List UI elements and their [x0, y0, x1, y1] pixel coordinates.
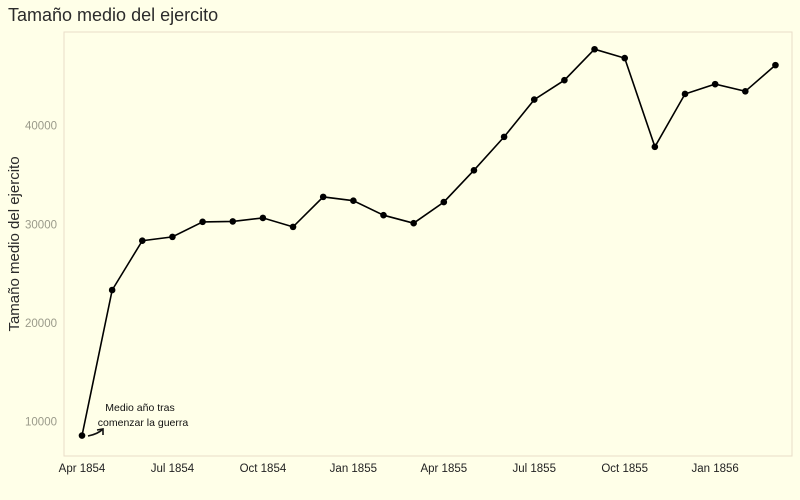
x-tick-label: Apr 1854 — [59, 463, 106, 475]
y-tick-label: 20000 — [25, 318, 57, 330]
data-point — [742, 88, 749, 95]
y-axis-label: Tamaño medio del ejercito — [6, 156, 23, 331]
data-point — [139, 237, 146, 245]
data-point — [681, 90, 689, 98]
x-tick-label: Jul 1854 — [151, 463, 195, 475]
data-point — [289, 223, 297, 231]
data-point — [561, 76, 568, 84]
annotation-arrowhead — [96, 428, 104, 435]
y-tick-label: 10000 — [25, 416, 57, 428]
y-tick-label: 40000 — [25, 121, 57, 133]
x-tick-label: Jan 1855 — [330, 463, 377, 475]
data-point — [440, 198, 448, 206]
data-point — [169, 233, 176, 241]
plot-panel-border — [63, 31, 793, 457]
data-point — [470, 167, 478, 174]
series-line — [81, 48, 776, 436]
x-tick-label: Oct 1855 — [601, 463, 648, 475]
x-tick-label: Oct 1854 — [240, 463, 287, 475]
annotation-line-2: comenzar la guerra — [98, 417, 189, 429]
y-tick-label: 30000 — [25, 219, 57, 231]
x-tick-label: Jan 1856 — [691, 463, 738, 475]
x-tick-label: Apr 1855 — [420, 463, 467, 475]
data-point — [711, 80, 719, 88]
data-point — [319, 193, 327, 201]
y-tick-labels: 10000 20000 30000 40000 — [25, 121, 57, 429]
series-points — [78, 45, 779, 439]
data-point — [530, 96, 538, 103]
data-point — [78, 432, 86, 439]
data-point — [591, 45, 598, 53]
data-point — [108, 286, 116, 294]
data-point — [651, 143, 659, 151]
chart-title: Tamaño medio del ejercito — [8, 5, 218, 25]
annotation-line-1: Medio año tras — [105, 402, 174, 414]
data-point — [229, 218, 237, 225]
data-point — [259, 214, 267, 222]
data-point — [350, 197, 357, 204]
x-tick-label: Jul 1855 — [513, 463, 556, 475]
data-point — [500, 133, 508, 141]
data-point — [772, 61, 779, 69]
data-point — [410, 219, 417, 227]
data-point — [380, 211, 387, 219]
annotation: Medio año tras comenzar la guerra — [87, 402, 189, 437]
data-point — [621, 54, 628, 62]
x-tick-labels: Apr 1854 Jul 1854 Oct 1854 Jan 1855 Apr 1855… — [59, 463, 739, 475]
data-point — [199, 218, 206, 226]
